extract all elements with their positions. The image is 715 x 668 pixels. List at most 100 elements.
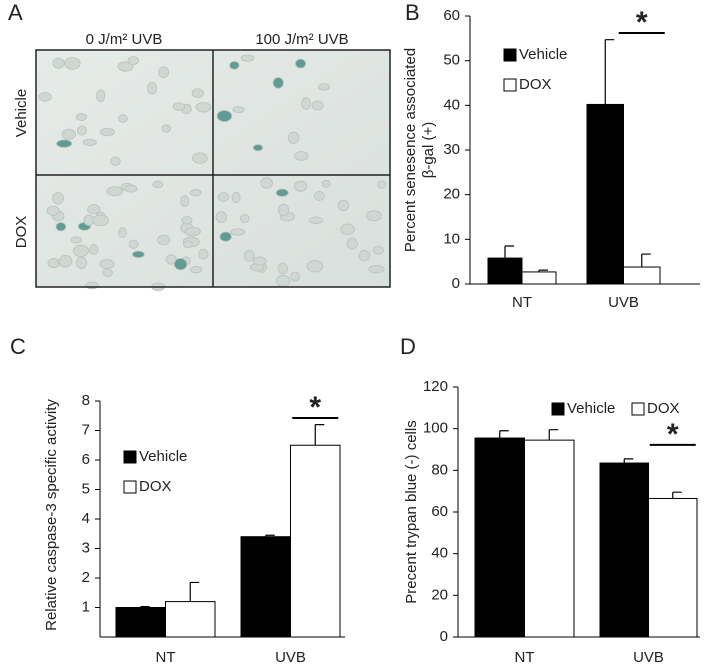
y-tick-label: 30 [443, 141, 460, 158]
legend-swatch [631, 402, 645, 416]
bar [524, 439, 575, 638]
cell [106, 186, 124, 197]
y-axis-label: β-gal (+) [420, 122, 437, 179]
bar [648, 497, 698, 638]
y-tick-label: 20 [431, 586, 448, 603]
bar [165, 601, 216, 638]
cell [61, 128, 77, 140]
cell [102, 268, 113, 278]
error-bar [504, 245, 514, 259]
column-label: 100 J/m² UVB [255, 31, 348, 48]
cell [52, 192, 64, 205]
cell [152, 180, 164, 189]
cell [275, 188, 289, 197]
cell [276, 274, 291, 287]
cell [216, 110, 233, 122]
y-tick-label: 50 [443, 52, 460, 69]
bar [586, 103, 624, 285]
legend-label: Vehicle [519, 46, 567, 63]
cell [172, 102, 186, 111]
cell [313, 191, 325, 201]
y-tick-label: 120 [423, 378, 448, 395]
error-bar [314, 424, 325, 446]
cell [85, 281, 99, 290]
legend-label: DOX [647, 400, 680, 417]
significance-star: * [309, 391, 321, 424]
bar [521, 271, 557, 285]
cell [240, 54, 255, 62]
cell [118, 227, 127, 238]
x-tick-label: UVB [633, 649, 664, 666]
row-label: DOX [13, 216, 30, 249]
error-bar [538, 269, 548, 272]
x-tick-label: NT [156, 649, 176, 666]
cell [239, 214, 250, 223]
cell [73, 244, 89, 258]
bar [290, 444, 341, 638]
cell [191, 88, 204, 98]
cell [117, 61, 134, 72]
error-bar [672, 491, 682, 499]
cell [294, 180, 308, 192]
y-axis-label: Precent trypan blue (-) cells [403, 420, 420, 603]
cell [89, 244, 99, 255]
panel-letter: B [405, 0, 420, 25]
panel-letter: C [10, 334, 26, 359]
y-tick-label: 0 [440, 628, 448, 645]
cell [368, 265, 385, 274]
cell [173, 257, 188, 271]
cell [337, 200, 350, 212]
cell [147, 81, 158, 95]
cell [157, 234, 171, 246]
y-tick-label: 4 [82, 510, 90, 527]
cell [321, 179, 331, 188]
error-bar [265, 534, 275, 537]
bar [599, 462, 649, 638]
bar [240, 536, 291, 638]
cell [311, 100, 324, 111]
error-bar [548, 429, 559, 441]
cell [118, 114, 128, 123]
cell [232, 106, 245, 114]
cell [190, 266, 203, 274]
y-tick-label: 10 [443, 230, 460, 247]
y-tick-label: 60 [431, 503, 448, 520]
bar [487, 257, 523, 285]
cell [277, 203, 290, 217]
cell [260, 177, 273, 189]
panel-letter: D [400, 334, 416, 359]
cell [64, 57, 81, 70]
legend-swatch [503, 48, 517, 62]
cell [373, 246, 384, 255]
y-axis-label: Percent senesence associated [402, 48, 419, 252]
cell [301, 97, 311, 110]
error-bar [140, 606, 150, 608]
legend-swatch [123, 450, 137, 464]
y-tick-label: 0 [452, 275, 460, 292]
cell [346, 237, 358, 250]
y-tick-label: 100 [423, 420, 448, 437]
y-tick-label: 80 [431, 461, 448, 478]
y-tick-label: 3 [82, 539, 90, 556]
cell [46, 205, 60, 216]
cell [252, 144, 264, 152]
cell [99, 259, 115, 269]
row-label: Vehicle [13, 89, 30, 137]
cell [290, 271, 300, 282]
panel-a: A 0 J/m² UVB 100 J/m² UVB Vehicle DOX [8, 0, 391, 292]
y-tick-label: 8 [82, 392, 90, 409]
cell [56, 139, 73, 148]
cell [184, 226, 201, 237]
y-tick-label: 5 [82, 480, 90, 497]
x-tick-label: NT [512, 294, 532, 311]
cell [92, 214, 109, 227]
legend-label: DOX [139, 478, 172, 495]
legend-label: Vehicle [139, 448, 187, 465]
cell [55, 222, 67, 232]
cell [128, 239, 139, 249]
cell [365, 210, 382, 222]
cell [75, 113, 88, 121]
y-tick-label: 40 [443, 96, 460, 113]
error-bar [189, 581, 200, 602]
